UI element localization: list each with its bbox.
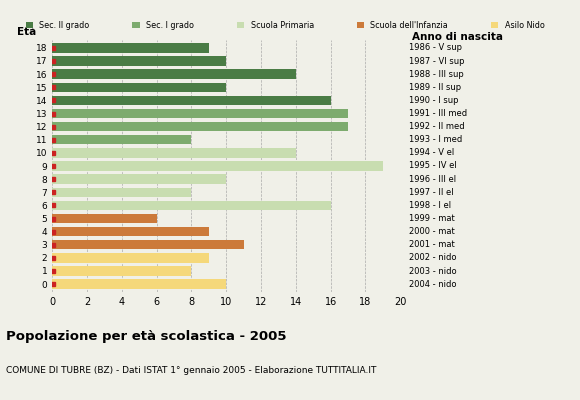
Bar [52,266,191,276]
Bar [52,96,331,105]
Bar [52,240,244,250]
Bar [52,82,226,92]
Text: 1998 - I el: 1998 - I el [409,201,451,210]
Text: Età: Età [17,28,37,38]
Text: 1997 - II el: 1997 - II el [409,188,454,197]
Text: COMUNE DI TUBRE (BZ) - Dati ISTAT 1° gennaio 2005 - Elaborazione TUTTITALIA.IT: COMUNE DI TUBRE (BZ) - Dati ISTAT 1° gen… [6,366,376,375]
Bar [52,161,383,171]
Text: 1992 - II med: 1992 - II med [409,122,465,131]
Bar [52,109,348,118]
Legend: Sec. II grado, Sec. I grado, Scuola Primaria, Scuola dell'Infanzia, Asilo Nido, : Sec. II grado, Sec. I grado, Scuola Prim… [25,20,580,31]
Text: 1986 - V sup: 1986 - V sup [409,43,462,52]
Text: 1989 - II sup: 1989 - II sup [409,83,461,92]
Bar [52,135,191,144]
Text: 2004 - nido: 2004 - nido [409,280,456,289]
Text: 1991 - III med: 1991 - III med [409,109,467,118]
Text: 1988 - III sup: 1988 - III sup [409,70,463,79]
Bar [52,148,296,158]
Bar [52,227,209,236]
Text: 1993 - I med: 1993 - I med [409,135,462,144]
Text: 1994 - V el: 1994 - V el [409,148,454,157]
Bar [52,56,226,66]
Text: 1987 - VI sup: 1987 - VI sup [409,56,465,66]
Bar [52,174,226,184]
Text: 1995 - IV el: 1995 - IV el [409,162,456,170]
Bar [52,188,191,197]
Text: 2000 - mat: 2000 - mat [409,227,455,236]
Bar [52,279,226,289]
Text: 1999 - mat: 1999 - mat [409,214,455,223]
Text: 2001 - mat: 2001 - mat [409,240,455,249]
Text: Popolazione per età scolastica - 2005: Popolazione per età scolastica - 2005 [6,330,287,343]
Bar [52,70,296,79]
Bar [52,253,209,262]
Bar [52,43,209,53]
Text: 2003 - nido: 2003 - nido [409,266,456,276]
Text: 1990 - I sup: 1990 - I sup [409,96,458,105]
Bar [52,201,331,210]
Bar [52,214,157,223]
Text: 1996 - III el: 1996 - III el [409,175,456,184]
Text: Anno di nascita: Anno di nascita [412,32,503,42]
Bar [52,122,348,131]
Text: 2002 - nido: 2002 - nido [409,253,456,262]
